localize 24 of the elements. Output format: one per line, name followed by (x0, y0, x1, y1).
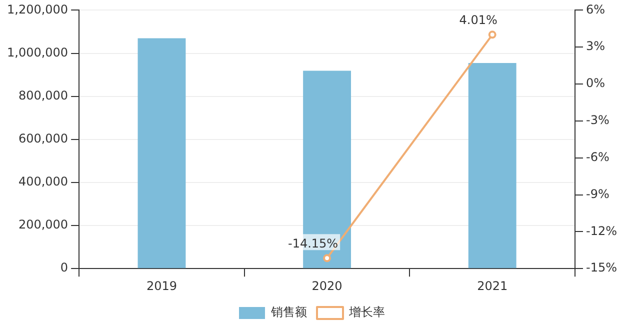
y2-tick-label: -6% (586, 150, 610, 164)
y2-tick-label: 3% (586, 39, 606, 54)
y-tick-label: 600,000 (18, 132, 68, 146)
data-label: -14.15% (288, 236, 338, 250)
y2-tick-label: -15% (586, 260, 618, 275)
y-tick-label: 1,200,000 (6, 2, 68, 16)
y-tick-label: 400,000 (18, 174, 68, 189)
y2-tick-label: -9% (586, 186, 610, 201)
data-label: 4.01% (459, 12, 498, 27)
y2-tick-label: 6% (586, 2, 606, 16)
bar (138, 38, 186, 268)
y-tick-label: 200,000 (18, 218, 68, 232)
y2-tick-label: -3% (586, 113, 610, 128)
x-tick-label: 2020 (312, 278, 342, 293)
y2-tick-label: -12% (586, 224, 618, 238)
legend-label: 销售额 (270, 305, 307, 320)
legend-label: 增长率 (348, 305, 385, 320)
x-tick-label: 2019 (146, 278, 177, 293)
y-tick-label: 1,000,000 (6, 45, 68, 60)
y-tick-label: 0 (60, 260, 68, 275)
y-tick-label: 800,000 (18, 88, 68, 102)
bar (468, 62, 516, 268)
y2-tick-label: 0% (586, 76, 606, 90)
x-tick-label: 2021 (477, 278, 508, 293)
